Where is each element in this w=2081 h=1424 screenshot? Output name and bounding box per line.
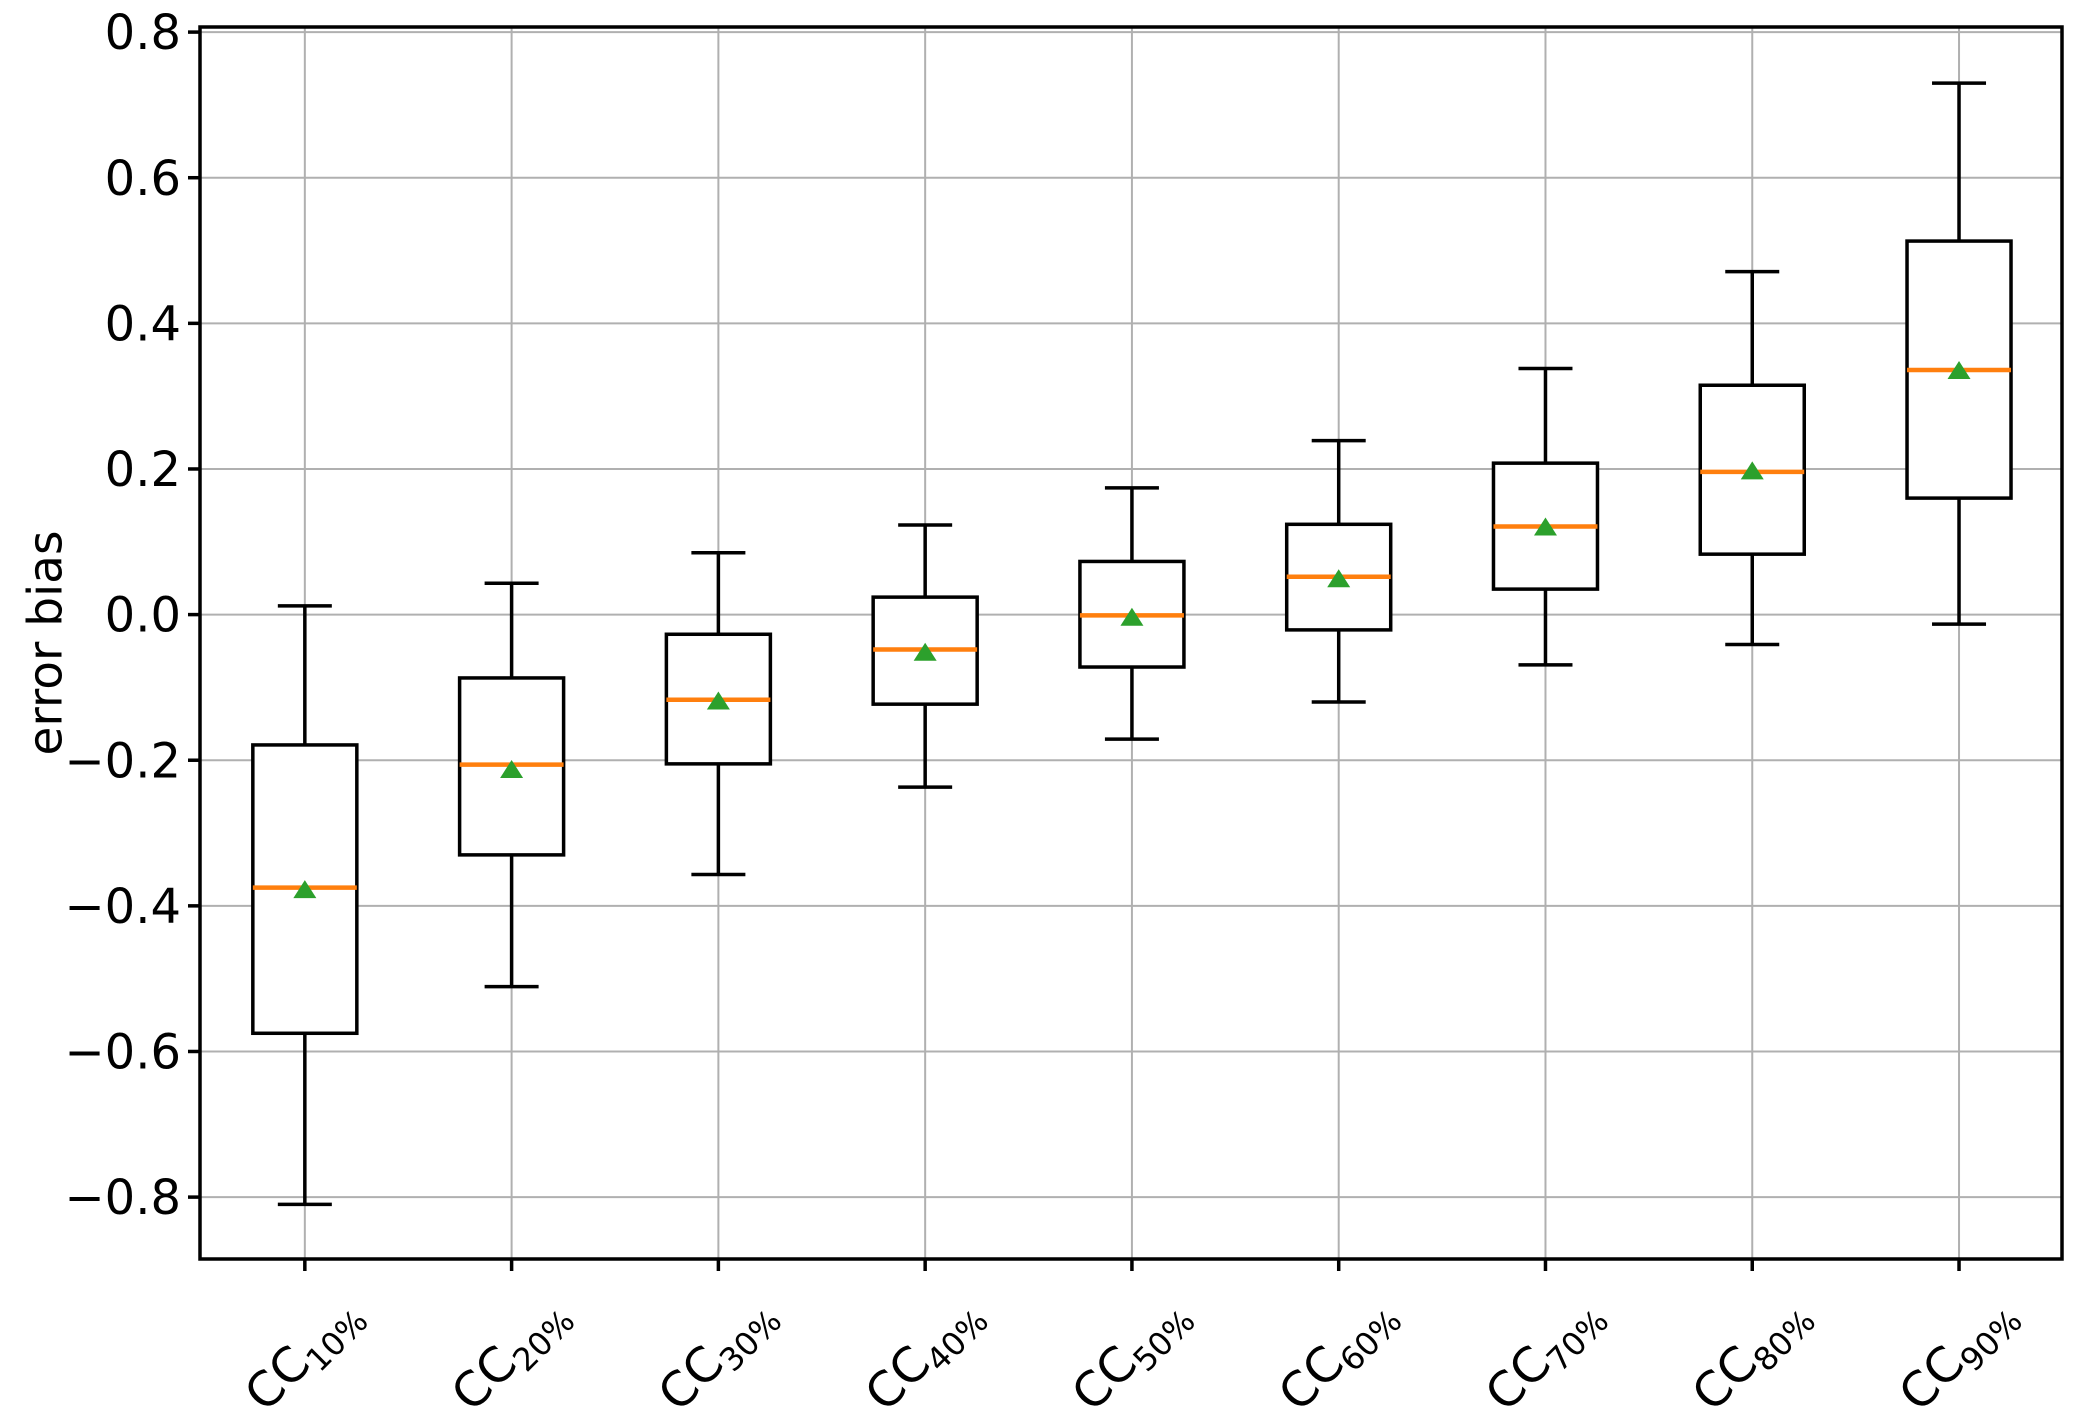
box-whisker-CC20% — [457, 581, 566, 989]
x-tick-label: CC40% — [854, 1285, 996, 1424]
y-tick-label: 0.2 — [105, 442, 181, 498]
y-tick-label: 0.8 — [105, 5, 181, 61]
mean-marker-triangle-icon — [500, 759, 524, 778]
mean-marker-triangle-icon — [1120, 607, 1144, 626]
mean-marker-triangle-icon — [1533, 517, 1557, 536]
y-tick-label: −0.6 — [64, 1025, 181, 1081]
mean-marker-triangle-icon — [1947, 360, 1971, 379]
x-tick-label: CC30% — [648, 1285, 790, 1424]
y-tick-label: −0.8 — [64, 1170, 181, 1226]
y-tick-label: −0.2 — [64, 733, 181, 789]
mean-marker-triangle-icon — [913, 642, 937, 661]
box-whisker-CC80% — [1698, 269, 1807, 647]
y-tick-label: 0.6 — [105, 151, 181, 207]
mean-marker-triangle-icon — [1740, 461, 1764, 480]
y-tick-label: 0.0 — [105, 588, 181, 644]
box-whisker-CC60% — [1284, 438, 1393, 704]
box-whisker-CC70% — [1491, 366, 1600, 667]
box-whisker-CC90% — [1905, 81, 2013, 626]
mean-marker-triangle-icon — [1327, 569, 1351, 588]
x-tick-label: CC20% — [441, 1285, 583, 1424]
y-tick-label: −0.4 — [64, 879, 181, 935]
box-whisker-CC30% — [664, 550, 773, 877]
x-tick-label: CC70% — [1475, 1285, 1617, 1424]
x-tick-label: CC90% — [1888, 1285, 2030, 1424]
x-tick-label: CC80% — [1681, 1285, 1823, 1424]
mean-marker-triangle-icon — [293, 880, 317, 899]
y-tick-label: 0.4 — [105, 296, 181, 352]
x-tick-label: CC50% — [1061, 1285, 1203, 1424]
box-whisker-CC40% — [871, 523, 979, 789]
y-axis-label: error bias — [18, 530, 74, 756]
box-whisker-CC10% — [251, 604, 359, 1207]
x-tick-label: CC10% — [234, 1285, 376, 1424]
box-whisker-CC50% — [1078, 486, 1186, 741]
x-tick-label: CC60% — [1268, 1285, 1410, 1424]
mean-marker-triangle-icon — [706, 691, 730, 710]
